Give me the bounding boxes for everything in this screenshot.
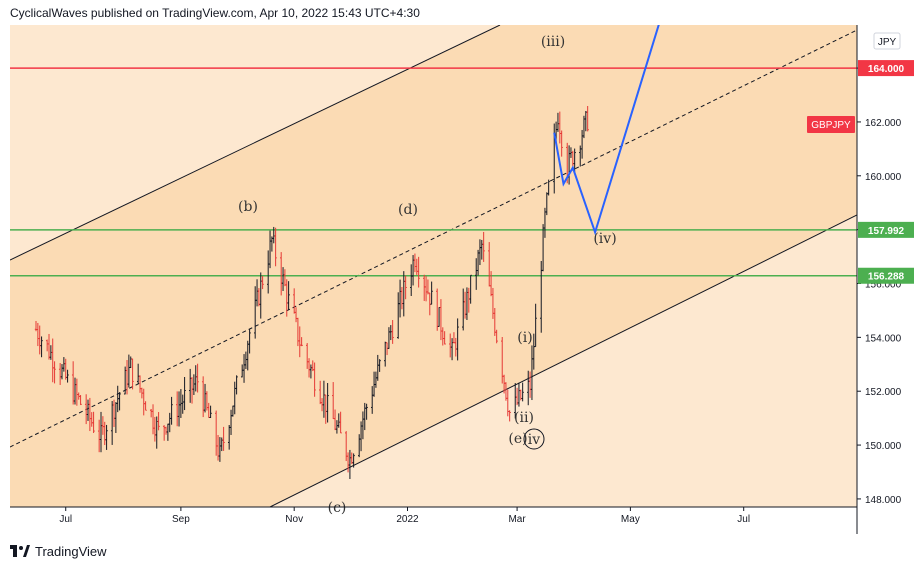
wave-label-iv-circle (523, 428, 545, 450)
level-tag-label: 164.000 (868, 64, 905, 75)
time-axis[interactable]: Jul Sep Nov 2022 Mar May Jul (59, 507, 750, 525)
currency-tag-box (873, 32, 901, 50)
wave-label-i: (i) (517, 330, 532, 346)
projection-path (553, 25, 660, 236)
time-tick-label: Mar (508, 514, 526, 525)
wave-label-iii: (iii) (541, 34, 565, 50)
level-tag-label: 157.992 (868, 226, 905, 237)
wave-label-b: (b) (238, 199, 258, 215)
price-tick-label: 150.000 (865, 441, 902, 452)
price-tick-label: 148.000 (865, 495, 902, 506)
time-tick-label: 2022 (396, 514, 419, 525)
wave-label-e: (e) (508, 431, 527, 447)
footer-brand: TradingView (35, 543, 107, 559)
time-tick-label: Jul (737, 514, 750, 525)
time-tick-label: Jul (59, 514, 72, 525)
price-tick-label: 154.000 (865, 333, 902, 344)
symbol-tag-box (807, 116, 855, 133)
wave-label-iv-circled: iv (528, 432, 540, 448)
price-tick-label: 152.000 (865, 387, 902, 398)
channel-fill (10, 25, 857, 507)
channel-median-line (10, 29, 857, 448)
wave-label-iv: (iv) (593, 231, 616, 247)
time-tick-label: Sep (172, 514, 190, 525)
price-tick-label: 160.000 (865, 172, 902, 183)
price-tick-label: 162.000 (865, 118, 902, 129)
time-tick-label: May (621, 514, 640, 525)
wave-label-ii: (ii) (514, 410, 534, 426)
publisher-line: CyclicalWaves published on TradingView.c… (10, 6, 420, 20)
time-tick-label: Nov (285, 514, 303, 525)
currency-tag: JPY (878, 37, 897, 48)
level-tag-box (858, 267, 914, 284)
footer[interactable]: TradingView (10, 541, 107, 561)
wave-label-c: (c) (328, 500, 347, 516)
tradingview-logo-icon (10, 545, 30, 557)
price-tick-label: 156.000 (865, 280, 902, 291)
level-tag-label: 156.288 (868, 272, 905, 283)
channel-upper-line (10, 25, 501, 261)
wave-label-d: (d) (398, 202, 418, 218)
level-tag-box (858, 60, 914, 77)
level-tag-box (858, 221, 914, 238)
channel-lower-line (269, 214, 857, 507)
symbol-tag: GBPJPY (811, 120, 851, 131)
